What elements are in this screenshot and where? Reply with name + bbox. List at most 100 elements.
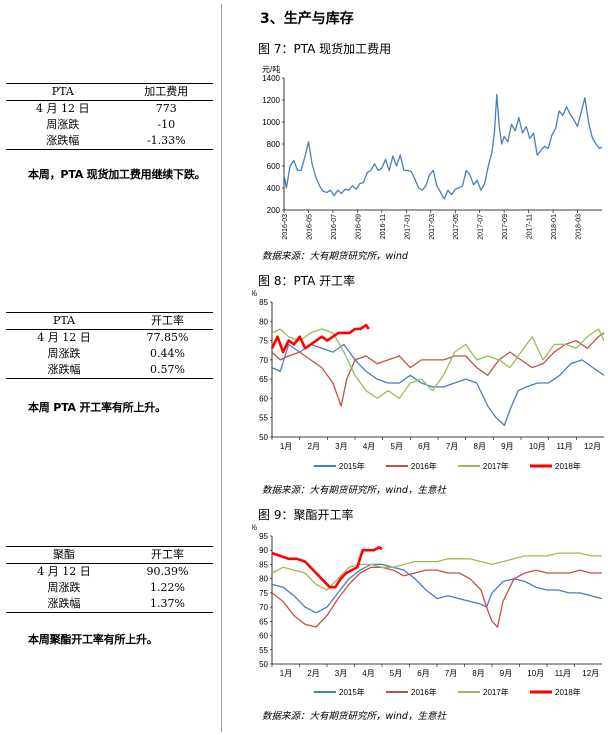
series-line (271, 552, 602, 591)
x-tick-label: 2月 (307, 669, 319, 678)
table-cell: -10 (157, 118, 176, 131)
y-tick-label: 1200 (262, 96, 280, 105)
table-cell: 773 (155, 102, 177, 115)
x-tick-label: 8月 (472, 669, 484, 678)
table-cell: 涨跌幅 (6, 362, 123, 379)
x-tick-label: 4月 (362, 669, 374, 678)
table-cell: 1.22% (150, 581, 185, 594)
legend-label: 2015年 (339, 461, 365, 471)
x-tick-label: 11月 (557, 442, 573, 451)
y-tick-label: 400 (267, 184, 281, 193)
y-tick-label: 85 (259, 560, 268, 569)
series-line (271, 332, 605, 407)
pta-fee-table: PTA 加工费用 4 月 12 日 773 周涨跌 -10 涨跌幅 -1.33% (6, 83, 213, 150)
y-tick-label: 85 (259, 298, 268, 307)
y-tick-label: 75 (259, 589, 268, 598)
y-tick-label: 65 (259, 617, 268, 626)
note-pta-fee: 本周，PTA 现货加工费用继续下跌。 (28, 168, 206, 181)
x-tick-label: 12月 (582, 669, 599, 678)
x-tick-label: 10月 (529, 442, 546, 451)
x-tick-label: 2016-05 (306, 214, 313, 240)
table-cell: 涨跌幅 (6, 133, 120, 150)
x-tick-label: 8月 (474, 442, 486, 451)
legend-label: 2017年 (483, 687, 509, 697)
x-tick-label: 2017-01 (404, 214, 411, 240)
legend-label: 2018年 (555, 687, 581, 697)
x-tick-label: 2017-07 (478, 214, 485, 240)
table-cell: 4 月 12 日 (37, 565, 91, 578)
table-header: PTA (6, 83, 120, 101)
figure-source: 数据来源：大有期货研究所，wind (262, 251, 408, 262)
x-tick-label: 2016-09 (355, 214, 362, 240)
y-tick-label: 80 (259, 317, 268, 326)
note-pta-rate: 本周 PTA 开工率有所上升。 (28, 401, 166, 414)
x-tick-label: 2017-09 (502, 214, 509, 240)
x-tick-label: 6月 (418, 442, 430, 451)
series-line (271, 343, 605, 427)
legend-label: 2016年 (411, 461, 437, 471)
table-cell: 0.57% (122, 362, 213, 379)
y-tick-label: 70 (259, 603, 268, 612)
series-line (271, 563, 603, 614)
y-tick-label: 600 (267, 162, 281, 171)
series-line (271, 546, 383, 589)
table-cell: 0.44% (150, 347, 185, 360)
x-tick-label: 7月 (446, 442, 458, 451)
x-tick-label: 3月 (335, 442, 347, 451)
x-tick-label: 6月 (417, 669, 429, 678)
y-tick-label: 50 (259, 660, 268, 669)
y-axis-unit-label: 元/吨 (262, 64, 280, 74)
series-line (271, 566, 602, 628)
table-cell: 90.39% (146, 565, 189, 578)
x-tick-label: 1月 (280, 442, 292, 451)
x-tick-label: 1月 (280, 669, 292, 678)
series-line (283, 93, 603, 200)
series-line (271, 328, 605, 400)
x-tick-label: 2018-01 (551, 214, 558, 240)
table-header: 加工费用 (119, 83, 213, 101)
table-cell: 4 月 12 日 (37, 331, 91, 344)
y-tick-label: 200 (267, 206, 281, 215)
column-divider (221, 4, 222, 732)
y-tick-label: 1400 (262, 74, 280, 83)
x-tick-label: 7月 (445, 669, 457, 678)
figure-title: 图 9：聚酯开工率 (258, 508, 354, 522)
y-tick-label: 1000 (262, 118, 280, 127)
y-tick-label: 65 (259, 375, 268, 384)
table-header: 聚酯 (6, 546, 123, 564)
note-polyester-rate: 本周聚酯开工率有所上升。 (28, 633, 158, 646)
processing-fee-chart: 元/吨 200 400 600 800 1000 1200 1400 2016-03 2016-0… (262, 64, 603, 240)
y-axis-unit-label: % (252, 290, 257, 298)
y-tick-label: 95 (259, 532, 268, 541)
x-tick-label: 10月 (527, 669, 544, 678)
y-tick-label: 60 (259, 632, 268, 641)
y-tick-label: 55 (259, 646, 268, 655)
legend-label: 2016年 (411, 687, 437, 697)
polyester-rate-table: 聚酯 开工率 4 月 12 日 90.39% 周涨跌 1.22% 涨跌幅 1.37% (6, 546, 213, 613)
legend-label: 2018年 (555, 461, 581, 471)
y-tick-label: 75 (259, 337, 268, 346)
y-axis-unit-label: % (252, 524, 257, 532)
table-cell: 周涨跌 (47, 581, 81, 594)
figure-title: 图 7：PTA 现货加工费用 (258, 42, 392, 56)
table-header: 开工率 (122, 546, 213, 564)
legend-label: 2015年 (339, 687, 365, 697)
y-tick-label: 70 (259, 356, 268, 365)
table-cell: 周涨跌 (47, 347, 81, 360)
table-cell: -1.33% (119, 133, 213, 150)
polyester-operating-rate-chart: % 50 55 60 65 70 75 80 85 90 95 1月 2月 3月 4月 5月 6月 7月 8月 9月 1… (252, 524, 603, 697)
figure-source: 数据来源：大有期货研究所，wind，生意社 (262, 485, 446, 496)
x-tick-label: 2016-07 (331, 214, 338, 240)
figure-title: 图 8：PTA 开工率 (258, 274, 356, 288)
x-tick-label: 2017-03 (429, 214, 436, 240)
x-tick-label: 9月 (500, 669, 512, 678)
table-cell: 77.85% (146, 331, 189, 344)
series-line (270, 323, 370, 354)
table-cell: 周涨跌 (46, 118, 80, 131)
x-tick-label: 2017-05 (453, 214, 460, 240)
x-tick-label: 11月 (555, 669, 571, 678)
table-header: 开工率 (122, 312, 213, 330)
table-header: PTA (6, 312, 123, 330)
section-title: 3、生产与库存 (260, 11, 354, 27)
table-cell: 4 月 12 日 (36, 102, 90, 115)
